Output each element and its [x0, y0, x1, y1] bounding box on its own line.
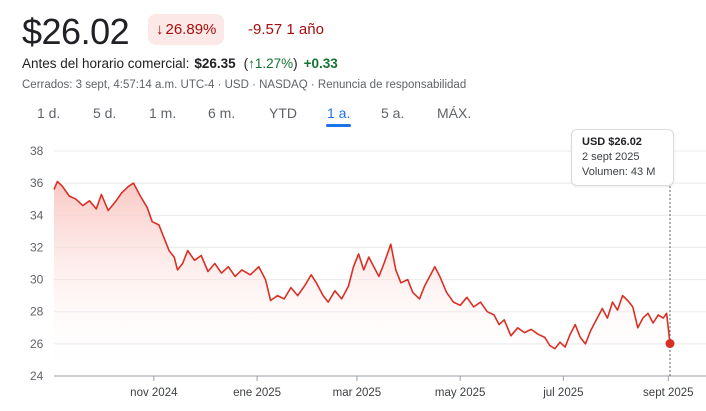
tab-1-day[interactable]: 1 d.	[37, 105, 61, 121]
change-absolute: -9.57 1 año	[248, 14, 324, 45]
y-tick-label: 34	[30, 208, 44, 222]
x-tick-label: jul 2025	[542, 387, 583, 399]
tooltip-date: 2 sept 2025	[582, 151, 640, 163]
premarket-price: $26.35	[194, 56, 236, 71]
x-axis: nov 2024 ene 2025 mar 2025 may 2025 jul 2025…	[54, 375, 706, 399]
y-axis-labels: 24 26 28 30 32 34 36 38	[30, 144, 44, 383]
price-area	[54, 181, 670, 376]
x-tick-label: nov 2024	[130, 387, 178, 399]
tab-max[interactable]: MÁX.	[437, 105, 472, 121]
y-tick-label: 38	[30, 144, 44, 158]
change-percent: 26.89%	[165, 21, 217, 38]
change-absolute-value: -9.57	[248, 21, 283, 38]
arrow-up-icon: ↑	[248, 56, 255, 71]
premarket-absolute: +0.33	[303, 56, 338, 71]
premarket-label: Antes del horario comercial:	[22, 56, 190, 71]
premarket-paren-open: (	[243, 56, 249, 71]
y-tick-label: 26	[30, 337, 44, 351]
x-tick-label: ene 2025	[233, 387, 281, 399]
premarket-paren-close: )	[293, 56, 298, 71]
tab-1-year[interactable]: 1 a.	[325, 105, 352, 127]
x-tick-label: mar 2025	[333, 387, 382, 399]
x-tick-label: sept 2025	[643, 387, 694, 399]
x-tick-label: may 2025	[435, 387, 486, 399]
y-tick-label: 28	[30, 305, 44, 319]
price-line	[53, 180, 671, 350]
y-tick-label: 30	[30, 273, 44, 287]
tooltip-volume: Volumen: 43 M	[582, 166, 656, 178]
last-price: $26.02	[22, 11, 130, 52]
y-tick-label: 36	[30, 176, 44, 190]
tab-5-years[interactable]: 5 a.	[381, 105, 405, 121]
last-point-marker	[665, 339, 675, 349]
tab-6-months[interactable]: 6 m.	[208, 105, 236, 121]
arrow-down-icon: ↓	[156, 21, 164, 38]
premarket-percent: (↑1.27%)	[244, 55, 298, 73]
market-status: Cerrados: 3 sept, 4:57:14 a.m. UTC-4 · U…	[22, 79, 467, 91]
tab-5-days[interactable]: 5 d.	[93, 105, 117, 121]
change-period-label: 1 año	[286, 21, 324, 38]
tab-ytd[interactable]: YTD	[269, 105, 297, 121]
y-tick-label: 24	[30, 369, 44, 383]
change-percent-badge: ↓ 26.89%	[148, 14, 225, 45]
premarket-row: Antes del horario comercial: $26.35 (↑1.…	[22, 55, 338, 73]
y-tick-label: 32	[30, 240, 44, 254]
tooltip-price: USD $26.02	[582, 136, 642, 148]
tab-1-month[interactable]: 1 m.	[149, 105, 177, 121]
hover-tooltip: USD $26.02 2 sept 2025 Volumen: 43 M	[571, 129, 674, 186]
premarket-percent-value: 1.27%	[254, 56, 294, 71]
